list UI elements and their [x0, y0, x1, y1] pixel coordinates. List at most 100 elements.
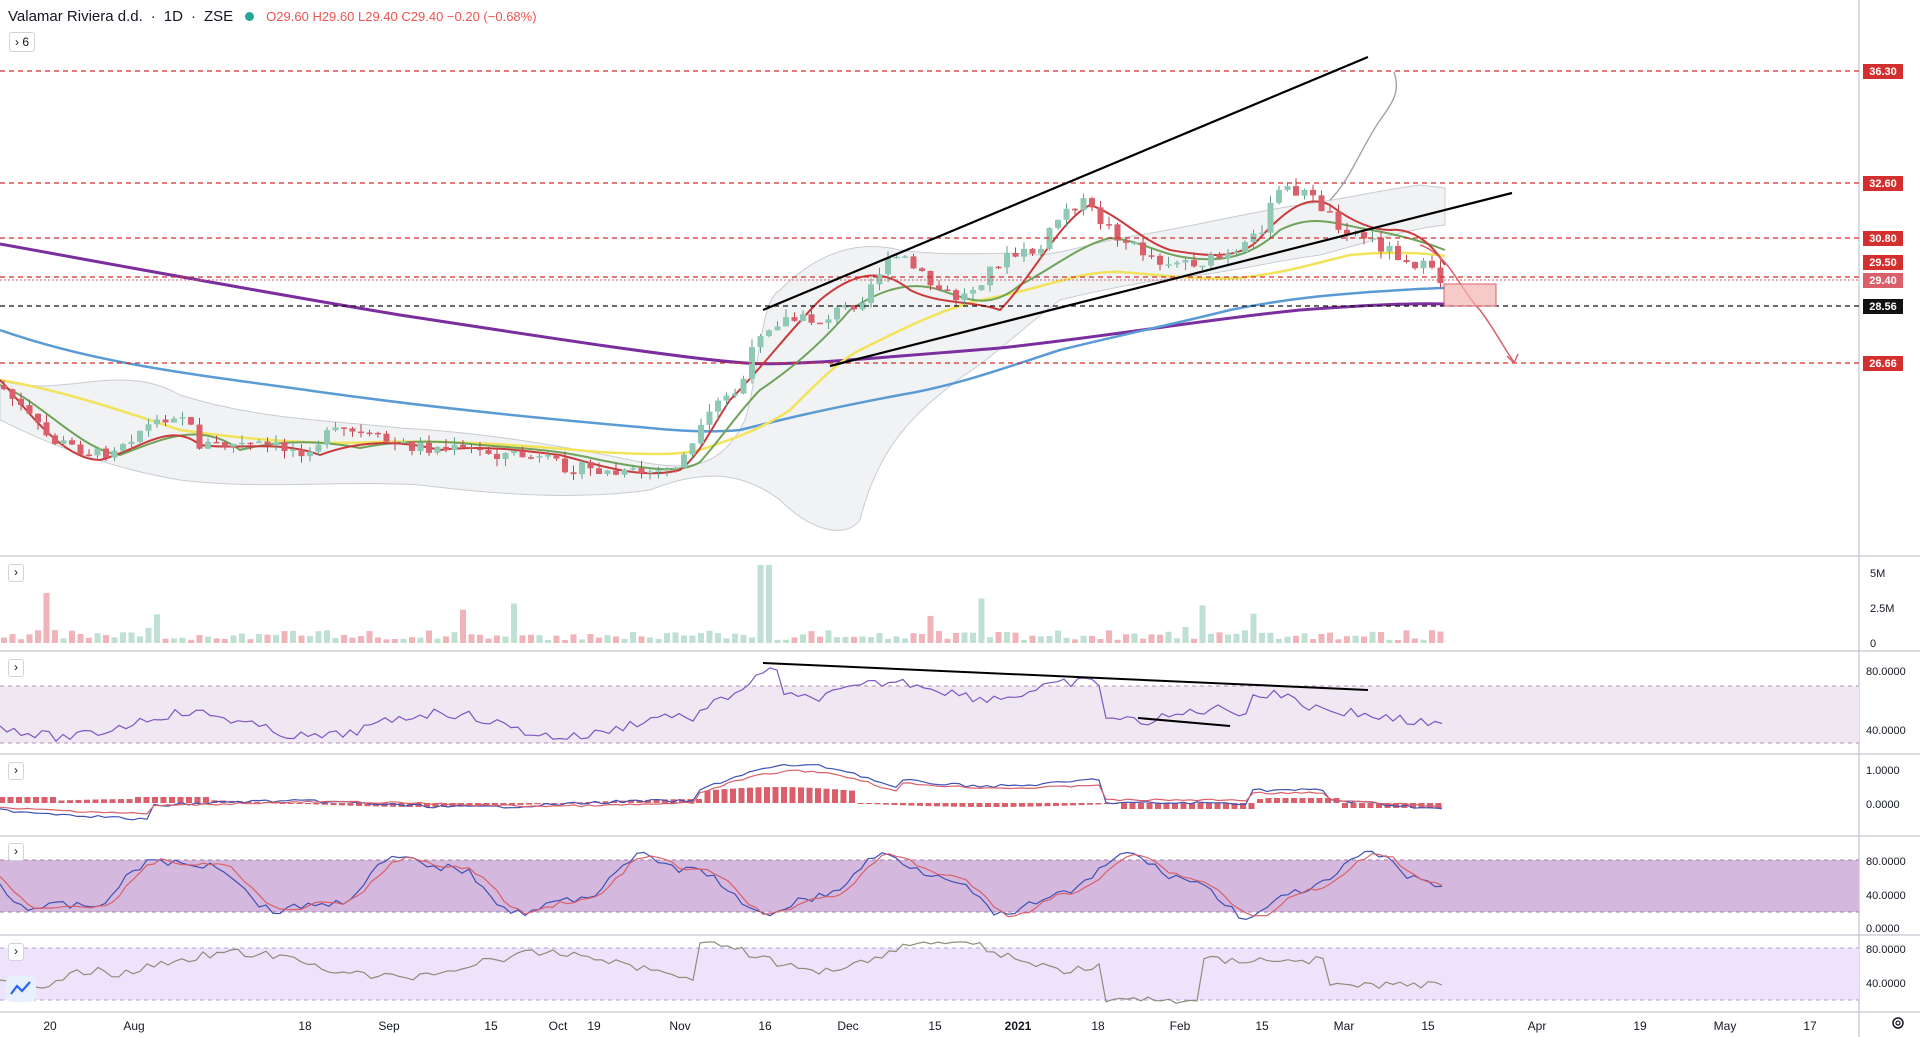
- rsi2-pane-toggle-button[interactable]: ›: [8, 943, 24, 961]
- volume-bar: [1191, 638, 1197, 643]
- indicators-toggle-button[interactable]: › 6: [9, 32, 36, 52]
- macd-hist-bar: [1214, 803, 1221, 809]
- macd-hist-bar: [951, 803, 957, 807]
- candle-body: [893, 256, 900, 259]
- candle-body: [494, 453, 500, 459]
- exchange: ZSE: [203, 8, 234, 25]
- candle-body: [60, 440, 67, 444]
- volume-bar: [94, 633, 101, 643]
- macd-hist-bar: [874, 803, 881, 805]
- macd-hist-bar: [806, 787, 813, 803]
- volume-bar: [740, 634, 747, 643]
- volume-bar: [655, 638, 662, 643]
- volume-bar: [604, 635, 611, 643]
- candle-body: [162, 419, 169, 423]
- volume-bar: [1021, 639, 1027, 643]
- rsi-support-line: [1137, 717, 1231, 727]
- macd-hist-bar: [883, 803, 889, 805]
- tradingview-logo[interactable]: [6, 976, 36, 1002]
- candle-body: [1293, 186, 1299, 196]
- volume-bar: [18, 639, 24, 643]
- volume-bar: [1395, 639, 1401, 643]
- time-axis-label: 18: [298, 1019, 312, 1033]
- volume-bar: [876, 633, 883, 643]
- stoch-band: [0, 860, 1859, 912]
- volume-bar: [579, 639, 585, 643]
- macd-hist-bar: [568, 802, 575, 804]
- volume-bar: [587, 634, 594, 643]
- candle-body: [409, 441, 415, 451]
- macd-hist-bar: [560, 803, 566, 804]
- volume-bar: [1420, 639, 1427, 643]
- candle-body: [9, 389, 16, 399]
- macd-hist-bar: [492, 803, 498, 806]
- volume-bar: [630, 631, 636, 643]
- volume-bar: [774, 639, 781, 643]
- candle-body: [1106, 224, 1112, 226]
- candle-body: [1225, 253, 1231, 259]
- candle-body: [400, 441, 407, 444]
- volume-bar: [927, 615, 934, 643]
- interval[interactable]: 1D: [163, 8, 183, 25]
- macd-hist-bar: [1350, 803, 1357, 808]
- macd-hist-bar: [645, 799, 651, 803]
- candle-body: [723, 395, 730, 401]
- volume-bar: [1250, 613, 1257, 643]
- candle-body: [613, 470, 619, 475]
- volume-bar: [1148, 634, 1155, 643]
- macd-hist-bar: [696, 799, 702, 803]
- macd-hist-bar: [1087, 803, 1093, 805]
- rsi-pane-toggle-button[interactable]: ›: [8, 659, 24, 677]
- macd-pane-toggle-button[interactable]: ›: [8, 762, 24, 780]
- volume-bar: [1080, 635, 1087, 643]
- volume-bar: [978, 598, 985, 643]
- macd-hist-bar: [781, 787, 787, 803]
- candle-body: [1267, 202, 1274, 233]
- candle-body: [69, 440, 75, 445]
- volume-bar: [239, 633, 245, 643]
- macd-hist-bar: [517, 803, 524, 805]
- macd-hist-bar: [24, 797, 31, 803]
- candle-body: [290, 449, 296, 451]
- macd-hist-bar: [1197, 803, 1204, 809]
- price-label-26-66: 26.66: [1869, 358, 1897, 370]
- time-axis-label: 15: [1255, 1019, 1269, 1033]
- time-axis-label: 19: [587, 1019, 601, 1033]
- macd-hist-bar: [917, 803, 923, 806]
- volume-bar: [698, 632, 704, 643]
- volume-bar: [366, 631, 373, 643]
- macd-hist-bar: [152, 797, 158, 803]
- volume-bar: [808, 631, 815, 643]
- volume-pane-toggle-button[interactable]: ›: [8, 564, 24, 582]
- rsi2-band: [0, 948, 1859, 1000]
- gear-icon[interactable]: [1890, 1015, 1906, 1031]
- volume-bar: [315, 631, 322, 643]
- macd-hist-bar: [339, 803, 345, 806]
- macd-hist-bar: [815, 788, 821, 803]
- candle-body: [171, 418, 177, 423]
- volume-bar: [1208, 633, 1214, 643]
- candle-body: [1021, 248, 1027, 257]
- macd-hist-bar: [41, 797, 48, 803]
- macd-hist-bar: [908, 803, 915, 806]
- candle-body: [1361, 232, 1367, 239]
- time-axis-label: 15: [928, 1019, 942, 1033]
- volume-bar: [1412, 638, 1418, 643]
- volume-bar: [171, 638, 177, 643]
- candle-body: [417, 442, 424, 451]
- volume-bar: [570, 634, 577, 643]
- macd-hist-bar: [92, 799, 99, 803]
- time-axis-label: 15: [1421, 1019, 1435, 1033]
- stoch-pane-toggle-button[interactable]: ›: [8, 843, 24, 861]
- volume-bar: [834, 637, 840, 643]
- volume-bar: [188, 639, 194, 643]
- macd-hist-bar: [866, 803, 872, 804]
- candle-body: [817, 322, 823, 325]
- volume-bar: [1293, 635, 1299, 643]
- candle-body: [205, 441, 211, 449]
- macd-hist-bar: [823, 788, 830, 803]
- symbol-name[interactable]: Valamar Riviera d.d.: [8, 8, 143, 25]
- volume-bar: [868, 637, 874, 643]
- macd-hist-bar: [840, 789, 847, 803]
